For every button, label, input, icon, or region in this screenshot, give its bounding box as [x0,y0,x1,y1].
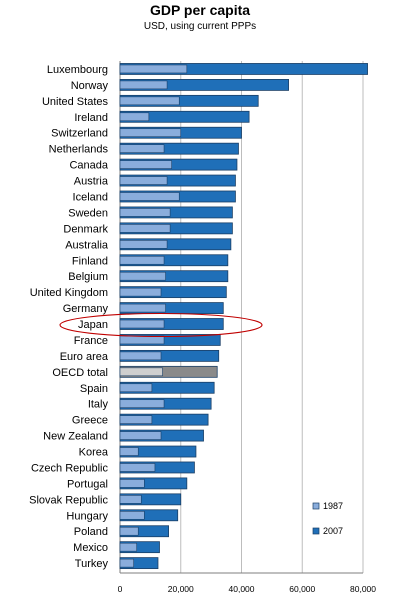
bar-1987-united-states [119,96,180,106]
category-label-ireland: Ireland [74,112,108,124]
bar-1987-denmark [119,224,171,233]
bar-1987-new-zealand [119,431,162,440]
bar-1987-finland [119,255,165,265]
category-label-netherlands: Netherlands [49,144,109,156]
category-label-spain: Spain [80,383,108,395]
highlight-ellipse [59,312,263,338]
bar-1987-mexico [119,542,138,552]
bar-1987-japan [119,319,165,329]
category-label-austria: Austria [74,176,109,188]
bar-1987-turkey [119,558,134,568]
bar-1987-hungary [119,510,145,520]
bar-1987-euro-area [119,351,162,361]
x-tick-label: 40,000 [229,584,255,594]
x-tick-label: 0 [118,584,123,594]
category-label-czech-republic: Czech Republic [31,462,109,474]
legend-swatch-1987 [312,502,320,510]
category-label-greece: Greece [72,415,108,427]
bar-1987-ireland [119,112,150,122]
category-label-norway: Norway [71,80,109,92]
bar-1987-poland [119,526,139,536]
bar-1987-sweden [119,208,171,217]
bar-1987-italy [119,399,165,409]
category-label-denmark: Denmark [63,223,108,235]
bar-1987-czech-republic [119,463,156,472]
bar-1987-norway [119,80,168,90]
legend-label-2007: 2007 [323,526,343,536]
legend-label-1987: 1987 [323,501,343,511]
bar-1987-australia [119,240,168,249]
category-label-new-zealand: New Zealand [43,431,108,443]
chart-title: GDP per capita [149,2,251,18]
bar-1987-germany [119,303,166,313]
category-label-euro-area: Euro area [60,351,109,363]
bar-1987-belgium [119,271,166,281]
category-label-luxembourg: Luxembourg [47,64,108,76]
bar-1987-united-kingdom [119,287,162,297]
x-tick-label: 80,000 [350,584,376,594]
category-label-portugal: Portugal [67,478,108,490]
category-label-mexico: Mexico [73,542,108,554]
bar-1987-oecd-total [119,367,163,377]
bar-1987-austria [119,176,168,185]
category-label-korea: Korea [79,447,109,459]
x-tick-label: 60,000 [289,584,315,594]
category-label-italy: Italy [88,399,109,411]
legend-swatch-2007 [312,527,320,535]
bar-1987-luxembourg [119,64,188,74]
category-label-japan: Japan [78,319,108,331]
bar-1987-greece [119,415,153,424]
category-label-canada: Canada [69,160,108,172]
chart-subtitle: USD, using current PPPs [143,21,257,32]
category-label-united-states: United States [42,96,109,108]
category-label-poland: Poland [74,526,108,538]
category-label-switzerland: Switzerland [51,128,108,140]
x-tick-label: 20,000 [168,584,194,594]
bar-1987-switzerland [119,128,182,138]
category-label-turkey: Turkey [75,558,109,570]
bar-1987-france [119,335,165,345]
category-label-oecd-total: OECD total [52,367,108,379]
category-label-germany: Germany [63,303,109,315]
bar-1987-netherlands [119,144,165,153]
category-label-finland: Finland [72,255,108,267]
bar-1987-portugal [119,479,145,488]
category-label-slovak-republic: Slovak Republic [29,494,108,506]
category-label-iceland: Iceland [73,191,108,203]
category-label-france: France [74,335,108,347]
category-label-sweden: Sweden [68,207,108,219]
bar-1987-spain [119,383,153,393]
bar-1987-iceland [119,192,180,201]
bar-1987-korea [119,447,139,456]
category-label-hungary: Hungary [66,510,108,522]
category-label-belgium: Belgium [68,271,108,283]
bar-1987-canada [119,160,172,169]
category-label-australia: Australia [65,239,109,251]
category-label-united-kingdom: United Kingdom [30,287,108,299]
bar-1987-slovak-republic [119,495,142,504]
